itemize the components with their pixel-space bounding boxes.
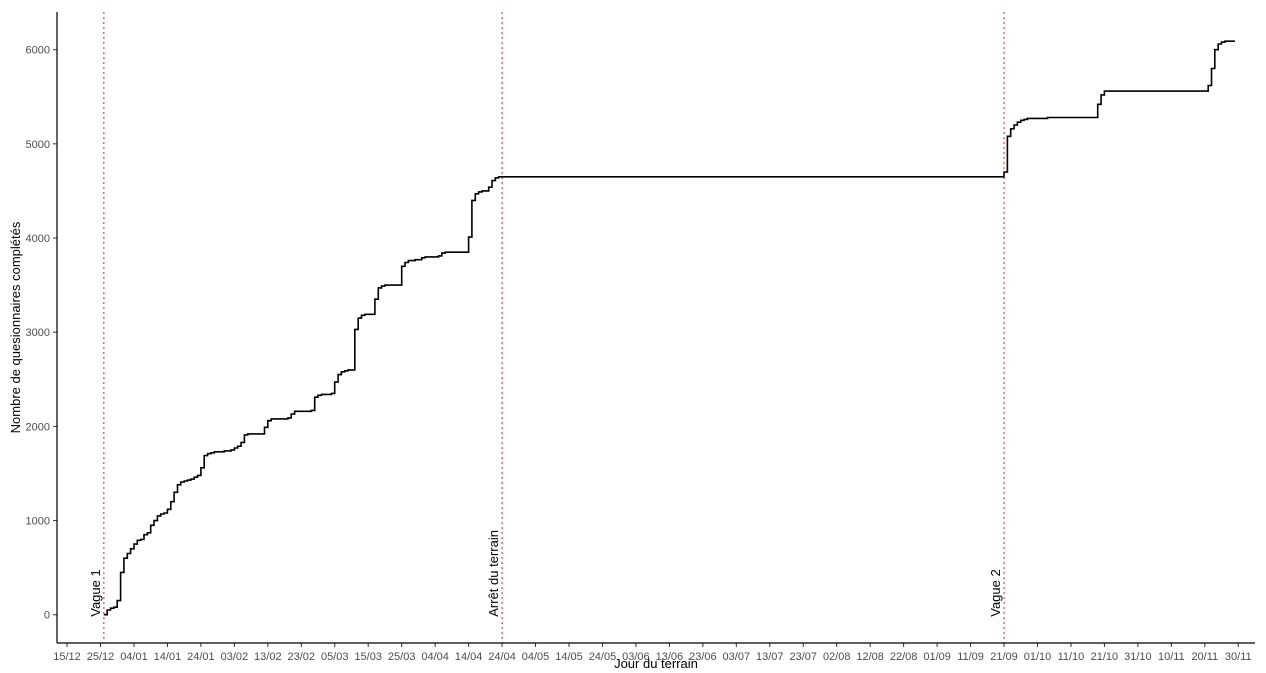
x-tick-label: 03/02 bbox=[221, 651, 249, 663]
x-tick-label: 30/11 bbox=[1225, 651, 1252, 663]
x-tick-label: 24/05 bbox=[589, 651, 617, 663]
x-tick-label: 23/07 bbox=[789, 651, 817, 663]
x-tick-label: 03/07 bbox=[723, 651, 751, 663]
x-tick-label: 02/08 bbox=[823, 651, 851, 663]
y-tick-label: 0 bbox=[44, 610, 50, 622]
x-tick-label: 11/09 bbox=[957, 651, 984, 663]
x-axis-title: Jour du terrain bbox=[614, 656, 698, 671]
x-tick-label: 24/01 bbox=[187, 651, 215, 663]
x-tick-label: 14/01 bbox=[154, 651, 182, 663]
x-tick-label: 15/12 bbox=[53, 651, 81, 663]
x-tick-label: 14/05 bbox=[555, 651, 583, 663]
x-tick-label: 14/04 bbox=[455, 651, 483, 663]
y-tick-label: 1000 bbox=[26, 516, 50, 528]
y-tick-label: 3000 bbox=[26, 327, 50, 339]
x-tick-label: 25/03 bbox=[388, 651, 416, 663]
x-tick-label: 01/09 bbox=[923, 651, 951, 663]
wave-reference-lines bbox=[104, 12, 1004, 643]
x-tick-label: 21/09 bbox=[990, 651, 1018, 663]
annotations: Vague 1 Arrêt du terrain Vague 2 bbox=[88, 530, 1003, 617]
y-axis-ticks: 0 1000 2000 3000 4000 5000 6000 bbox=[26, 45, 57, 622]
x-tick-label: 13/07 bbox=[756, 651, 784, 663]
x-tick-label: 25/12 bbox=[87, 651, 115, 663]
x-tick-label: 22/08 bbox=[890, 651, 918, 663]
x-tick-label: 24/04 bbox=[488, 651, 516, 663]
x-tick-label: 10/11 bbox=[1158, 651, 1185, 663]
x-tick-label: 21/10 bbox=[1091, 651, 1119, 663]
annotation-label: Arrêt du terrain bbox=[486, 530, 501, 617]
x-tick-label: 05/03 bbox=[321, 651, 349, 663]
x-tick-label: 04/01 bbox=[120, 651, 148, 663]
x-tick-label: 04/05 bbox=[522, 651, 550, 663]
x-tick-label: 20/11 bbox=[1191, 651, 1218, 663]
x-tick-label: 31/10 bbox=[1124, 651, 1152, 663]
y-tick-label: 2000 bbox=[26, 421, 50, 433]
y-tick-label: 4000 bbox=[26, 233, 50, 245]
x-tick-label: 23/02 bbox=[288, 651, 316, 663]
annotation-label: Vague 2 bbox=[988, 569, 1003, 616]
x-tick-label: 12/08 bbox=[856, 651, 884, 663]
y-tick-label: 6000 bbox=[26, 45, 50, 57]
annotation-label: Vague 1 bbox=[88, 569, 103, 616]
series-line-cumulative bbox=[104, 41, 1235, 615]
x-tick-label: 04/04 bbox=[421, 651, 449, 663]
y-tick-label: 5000 bbox=[26, 139, 50, 151]
x-tick-label: 01/10 bbox=[1024, 651, 1052, 663]
x-tick-label: 11/10 bbox=[1058, 651, 1085, 663]
y-axis-title: Nombre de quesionnaires complétés bbox=[8, 221, 23, 433]
x-tick-label: 15/03 bbox=[354, 651, 382, 663]
x-tick-label: 13/02 bbox=[254, 651, 282, 663]
